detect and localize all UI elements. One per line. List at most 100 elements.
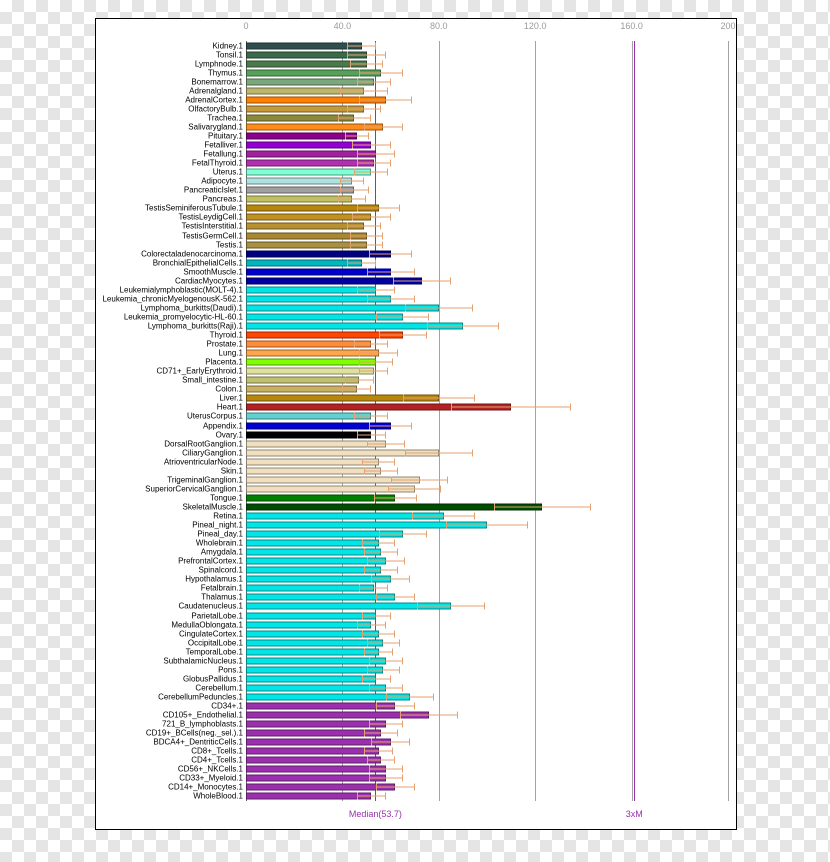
error-bar bbox=[388, 488, 441, 489]
bar bbox=[246, 730, 381, 737]
reference-line-label: Median(53.7) bbox=[349, 809, 402, 819]
category-label: SuperiorCervicalGanglion.1 bbox=[145, 484, 246, 493]
bar bbox=[246, 703, 395, 710]
error-bar bbox=[357, 434, 386, 435]
error-bar bbox=[376, 706, 415, 707]
error-bar bbox=[357, 81, 391, 82]
category-label: TrigeminalGanglion.1 bbox=[167, 475, 246, 484]
error-bar bbox=[393, 280, 451, 281]
error-bar bbox=[354, 416, 388, 417]
category-label: BronchialEpithelialCells.1 bbox=[153, 258, 246, 267]
error-bar bbox=[379, 335, 427, 336]
bar bbox=[246, 160, 374, 167]
category-label: CD19+_BCells(neg._sel.).1 bbox=[146, 729, 246, 738]
error-bar bbox=[379, 534, 427, 535]
gridline bbox=[632, 41, 633, 801]
error-bar bbox=[374, 497, 417, 498]
error-bar bbox=[376, 316, 429, 317]
error-bar bbox=[364, 470, 398, 471]
category-label: Lymphoma_burkitts(Raji).1 bbox=[148, 322, 246, 331]
bar bbox=[246, 60, 367, 67]
category-label: Ovary.1 bbox=[216, 430, 246, 439]
error-bar bbox=[405, 452, 472, 453]
gridline bbox=[728, 41, 729, 801]
error-bar bbox=[364, 651, 393, 652]
error-bar bbox=[367, 298, 415, 299]
category-label: CingulateCortex.1 bbox=[179, 629, 246, 638]
category-label: Heart.1 bbox=[217, 403, 246, 412]
error-bar bbox=[364, 570, 398, 571]
error-bar bbox=[357, 154, 396, 155]
category-label: Thyroid.1 bbox=[210, 331, 246, 340]
category-label: Fetallung.1 bbox=[203, 150, 246, 159]
bar bbox=[246, 739, 391, 746]
bar bbox=[246, 232, 367, 239]
category-label: Leukemialymphoblastic(MOLT-4).1 bbox=[120, 285, 246, 294]
error-bar bbox=[357, 289, 396, 290]
plot-area: Median(53.7)3xMKidney.1Tonsil.1Lymphnode… bbox=[246, 41, 728, 801]
error-bar bbox=[417, 606, 484, 607]
error-bar bbox=[369, 687, 403, 688]
category-label: BDCA4+_DentriticCells.1 bbox=[153, 738, 246, 747]
error-bar bbox=[342, 389, 371, 390]
x-axis-top: 040.080.0120.0160.0200 bbox=[246, 19, 728, 41]
bar bbox=[246, 431, 371, 438]
error-bar bbox=[340, 181, 364, 182]
error-bar bbox=[403, 398, 475, 399]
category-label: OccipitalLobe.1 bbox=[188, 638, 246, 647]
category-label: Hypothalamus.1 bbox=[185, 575, 246, 584]
bar bbox=[246, 368, 374, 375]
error-bar bbox=[347, 226, 381, 227]
error-bar bbox=[340, 190, 369, 191]
category-label: FetalThyroid.1 bbox=[192, 159, 246, 168]
bar bbox=[246, 540, 379, 547]
bar bbox=[246, 793, 371, 800]
category-label: Trachea.1 bbox=[207, 113, 246, 122]
category-label: Tongue.1 bbox=[210, 493, 246, 502]
category-label: UterusCorpus.1 bbox=[187, 412, 246, 421]
category-label: DorsalRootGanglion.1 bbox=[164, 439, 246, 448]
bar bbox=[246, 612, 376, 619]
category-label: TestisSeminiferousTubule.1 bbox=[145, 204, 246, 213]
error-bar bbox=[350, 235, 384, 236]
category-label: Small_intestine.1 bbox=[182, 376, 246, 385]
error-bar bbox=[369, 778, 403, 779]
error-bar bbox=[359, 99, 412, 100]
category-label: 721_B_lymphoblasts.1 bbox=[162, 720, 246, 729]
error-bar bbox=[357, 163, 391, 164]
reference-line bbox=[634, 41, 635, 801]
category-label: Thymus.1 bbox=[208, 68, 246, 77]
error-bar bbox=[427, 326, 499, 327]
bar bbox=[246, 467, 381, 474]
error-bar bbox=[352, 217, 391, 218]
category-label: Uterus.1 bbox=[213, 168, 246, 177]
bar bbox=[246, 458, 379, 465]
error-bar bbox=[347, 108, 381, 109]
category-label: Pineal_night.1 bbox=[192, 521, 246, 530]
error-bar bbox=[354, 172, 388, 173]
error-bar bbox=[359, 588, 388, 589]
category-label: Leukemia_promyelocytic-HL-60.1 bbox=[124, 312, 246, 321]
category-label: CD14+_Monocytes.1 bbox=[168, 783, 246, 792]
bar bbox=[246, 567, 381, 574]
bar bbox=[246, 639, 383, 646]
category-label: Salivarygland.1 bbox=[188, 122, 246, 131]
error-bar bbox=[369, 769, 403, 770]
bar bbox=[246, 440, 386, 447]
bar bbox=[246, 666, 383, 673]
bar bbox=[246, 630, 379, 637]
bar bbox=[246, 133, 357, 140]
x-tick-label: 120.0 bbox=[524, 21, 547, 31]
category-label: Lymphnode.1 bbox=[195, 59, 246, 68]
category-label: Fetalbrain.1 bbox=[201, 584, 246, 593]
bar bbox=[246, 576, 391, 583]
bar bbox=[246, 259, 362, 266]
bar bbox=[246, 684, 386, 691]
bar bbox=[246, 775, 386, 782]
reference-line-label: 3xM bbox=[626, 809, 643, 819]
category-label: Adipocyte.1 bbox=[201, 177, 246, 186]
category-label: OlfactoryBulb.1 bbox=[188, 104, 246, 113]
bar bbox=[246, 78, 374, 85]
error-bar bbox=[347, 262, 376, 263]
error-bar bbox=[451, 407, 572, 408]
